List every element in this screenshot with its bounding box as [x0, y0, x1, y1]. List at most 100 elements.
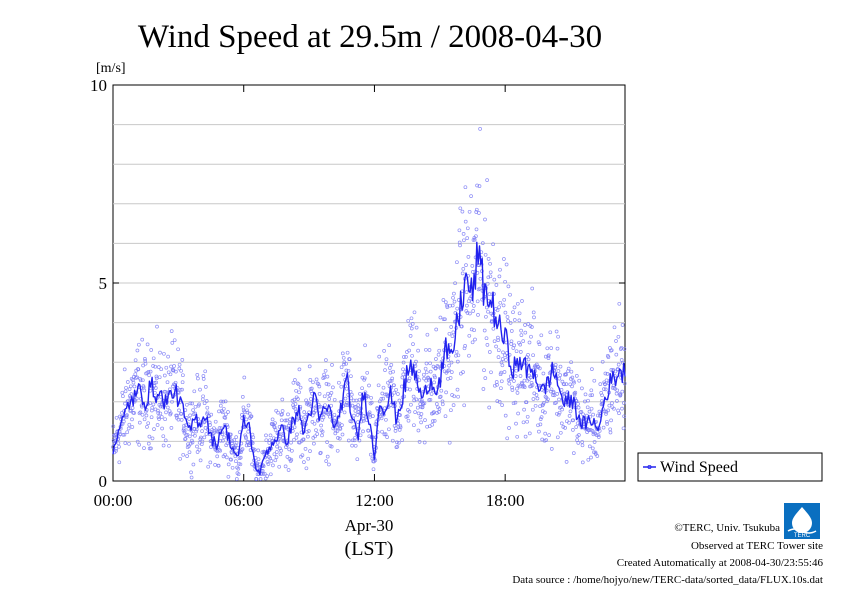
raw-point — [164, 365, 169, 370]
raw-point — [594, 433, 599, 437]
raw-point — [529, 334, 533, 339]
raw-point — [601, 425, 606, 430]
raw-point — [474, 207, 479, 212]
raw-point — [292, 437, 296, 442]
raw-point — [485, 343, 490, 347]
raw-point — [461, 370, 465, 374]
raw-point — [280, 409, 285, 413]
raw-point — [465, 303, 469, 308]
raw-point — [525, 414, 530, 419]
raw-point — [274, 408, 279, 413]
raw-point — [306, 434, 310, 439]
raw-point — [131, 375, 136, 379]
raw-point — [608, 427, 613, 432]
raw-point — [531, 310, 536, 315]
raw-point — [470, 340, 475, 345]
raw-point — [232, 445, 237, 450]
raw-point — [566, 366, 571, 371]
raw-point — [283, 464, 288, 469]
raw-point — [590, 446, 595, 451]
raw-point — [419, 412, 424, 416]
raw-point — [295, 381, 300, 386]
legend-box — [637, 452, 823, 482]
raw-point — [596, 433, 601, 437]
raw-point — [621, 426, 626, 431]
raw-point — [362, 414, 366, 418]
raw-point — [482, 328, 487, 333]
raw-point — [216, 429, 220, 434]
raw-point — [414, 397, 419, 402]
raw-point — [337, 380, 341, 385]
raw-point — [443, 414, 448, 419]
raw-point — [592, 440, 597, 444]
raw-point — [577, 378, 582, 383]
raw-point — [312, 421, 317, 426]
raw-point — [508, 321, 513, 325]
raw-point — [498, 300, 503, 305]
raw-point — [221, 438, 225, 443]
raw-point — [447, 440, 452, 445]
raw-point — [251, 435, 256, 440]
raw-point — [407, 376, 412, 381]
raw-point — [616, 334, 621, 339]
raw-point — [460, 271, 465, 276]
raw-point — [487, 405, 492, 410]
raw-point — [409, 402, 413, 407]
raw-point — [269, 459, 274, 463]
raw-point — [344, 386, 349, 391]
raw-point — [236, 466, 241, 471]
y-tick-label: 0 — [99, 472, 108, 491]
raw-point — [273, 428, 278, 432]
raw-point — [561, 425, 566, 429]
raw-point — [451, 403, 456, 407]
raw-point — [123, 401, 127, 406]
raw-point — [209, 412, 214, 417]
raw-point — [123, 389, 128, 394]
raw-point — [388, 379, 392, 384]
raw-point — [426, 377, 431, 382]
raw-point — [438, 394, 443, 399]
raw-point — [157, 417, 161, 421]
raw-point — [384, 361, 389, 366]
raw-point — [114, 415, 119, 420]
raw-point — [439, 388, 444, 393]
raw-point — [412, 423, 416, 428]
raw-point — [530, 383, 535, 387]
raw-point — [515, 391, 520, 395]
raw-point — [132, 411, 136, 415]
raw-point — [496, 335, 500, 340]
raw-point — [277, 464, 282, 469]
raw-point — [142, 388, 147, 393]
raw-point — [518, 350, 523, 354]
raw-point — [496, 348, 501, 353]
raw-point — [176, 390, 181, 395]
raw-point — [428, 361, 432, 366]
raw-point — [430, 422, 435, 427]
raw-point — [558, 373, 563, 377]
raw-point — [471, 270, 475, 274]
raw-point — [495, 399, 500, 403]
raw-point — [180, 358, 185, 362]
raw-point — [358, 391, 362, 396]
raw-point — [443, 317, 447, 322]
raw-point — [345, 401, 349, 405]
raw-point — [410, 353, 414, 358]
raw-point — [114, 449, 118, 453]
raw-point — [187, 444, 191, 448]
raw-point — [530, 407, 535, 412]
raw-point — [501, 303, 506, 308]
raw-point — [202, 420, 206, 425]
raw-point — [603, 387, 608, 392]
raw-point — [191, 408, 195, 412]
raw-point — [294, 388, 298, 393]
raw-point — [432, 373, 437, 378]
raw-point — [467, 353, 471, 358]
raw-point — [438, 315, 443, 320]
footer-copyright: ©TERC, Univ. Tsukuba — [674, 522, 780, 534]
raw-point — [286, 412, 290, 417]
raw-point — [401, 360, 406, 365]
raw-point — [519, 328, 523, 333]
raw-point — [427, 348, 432, 352]
raw-point — [555, 392, 560, 396]
raw-point — [483, 217, 487, 222]
